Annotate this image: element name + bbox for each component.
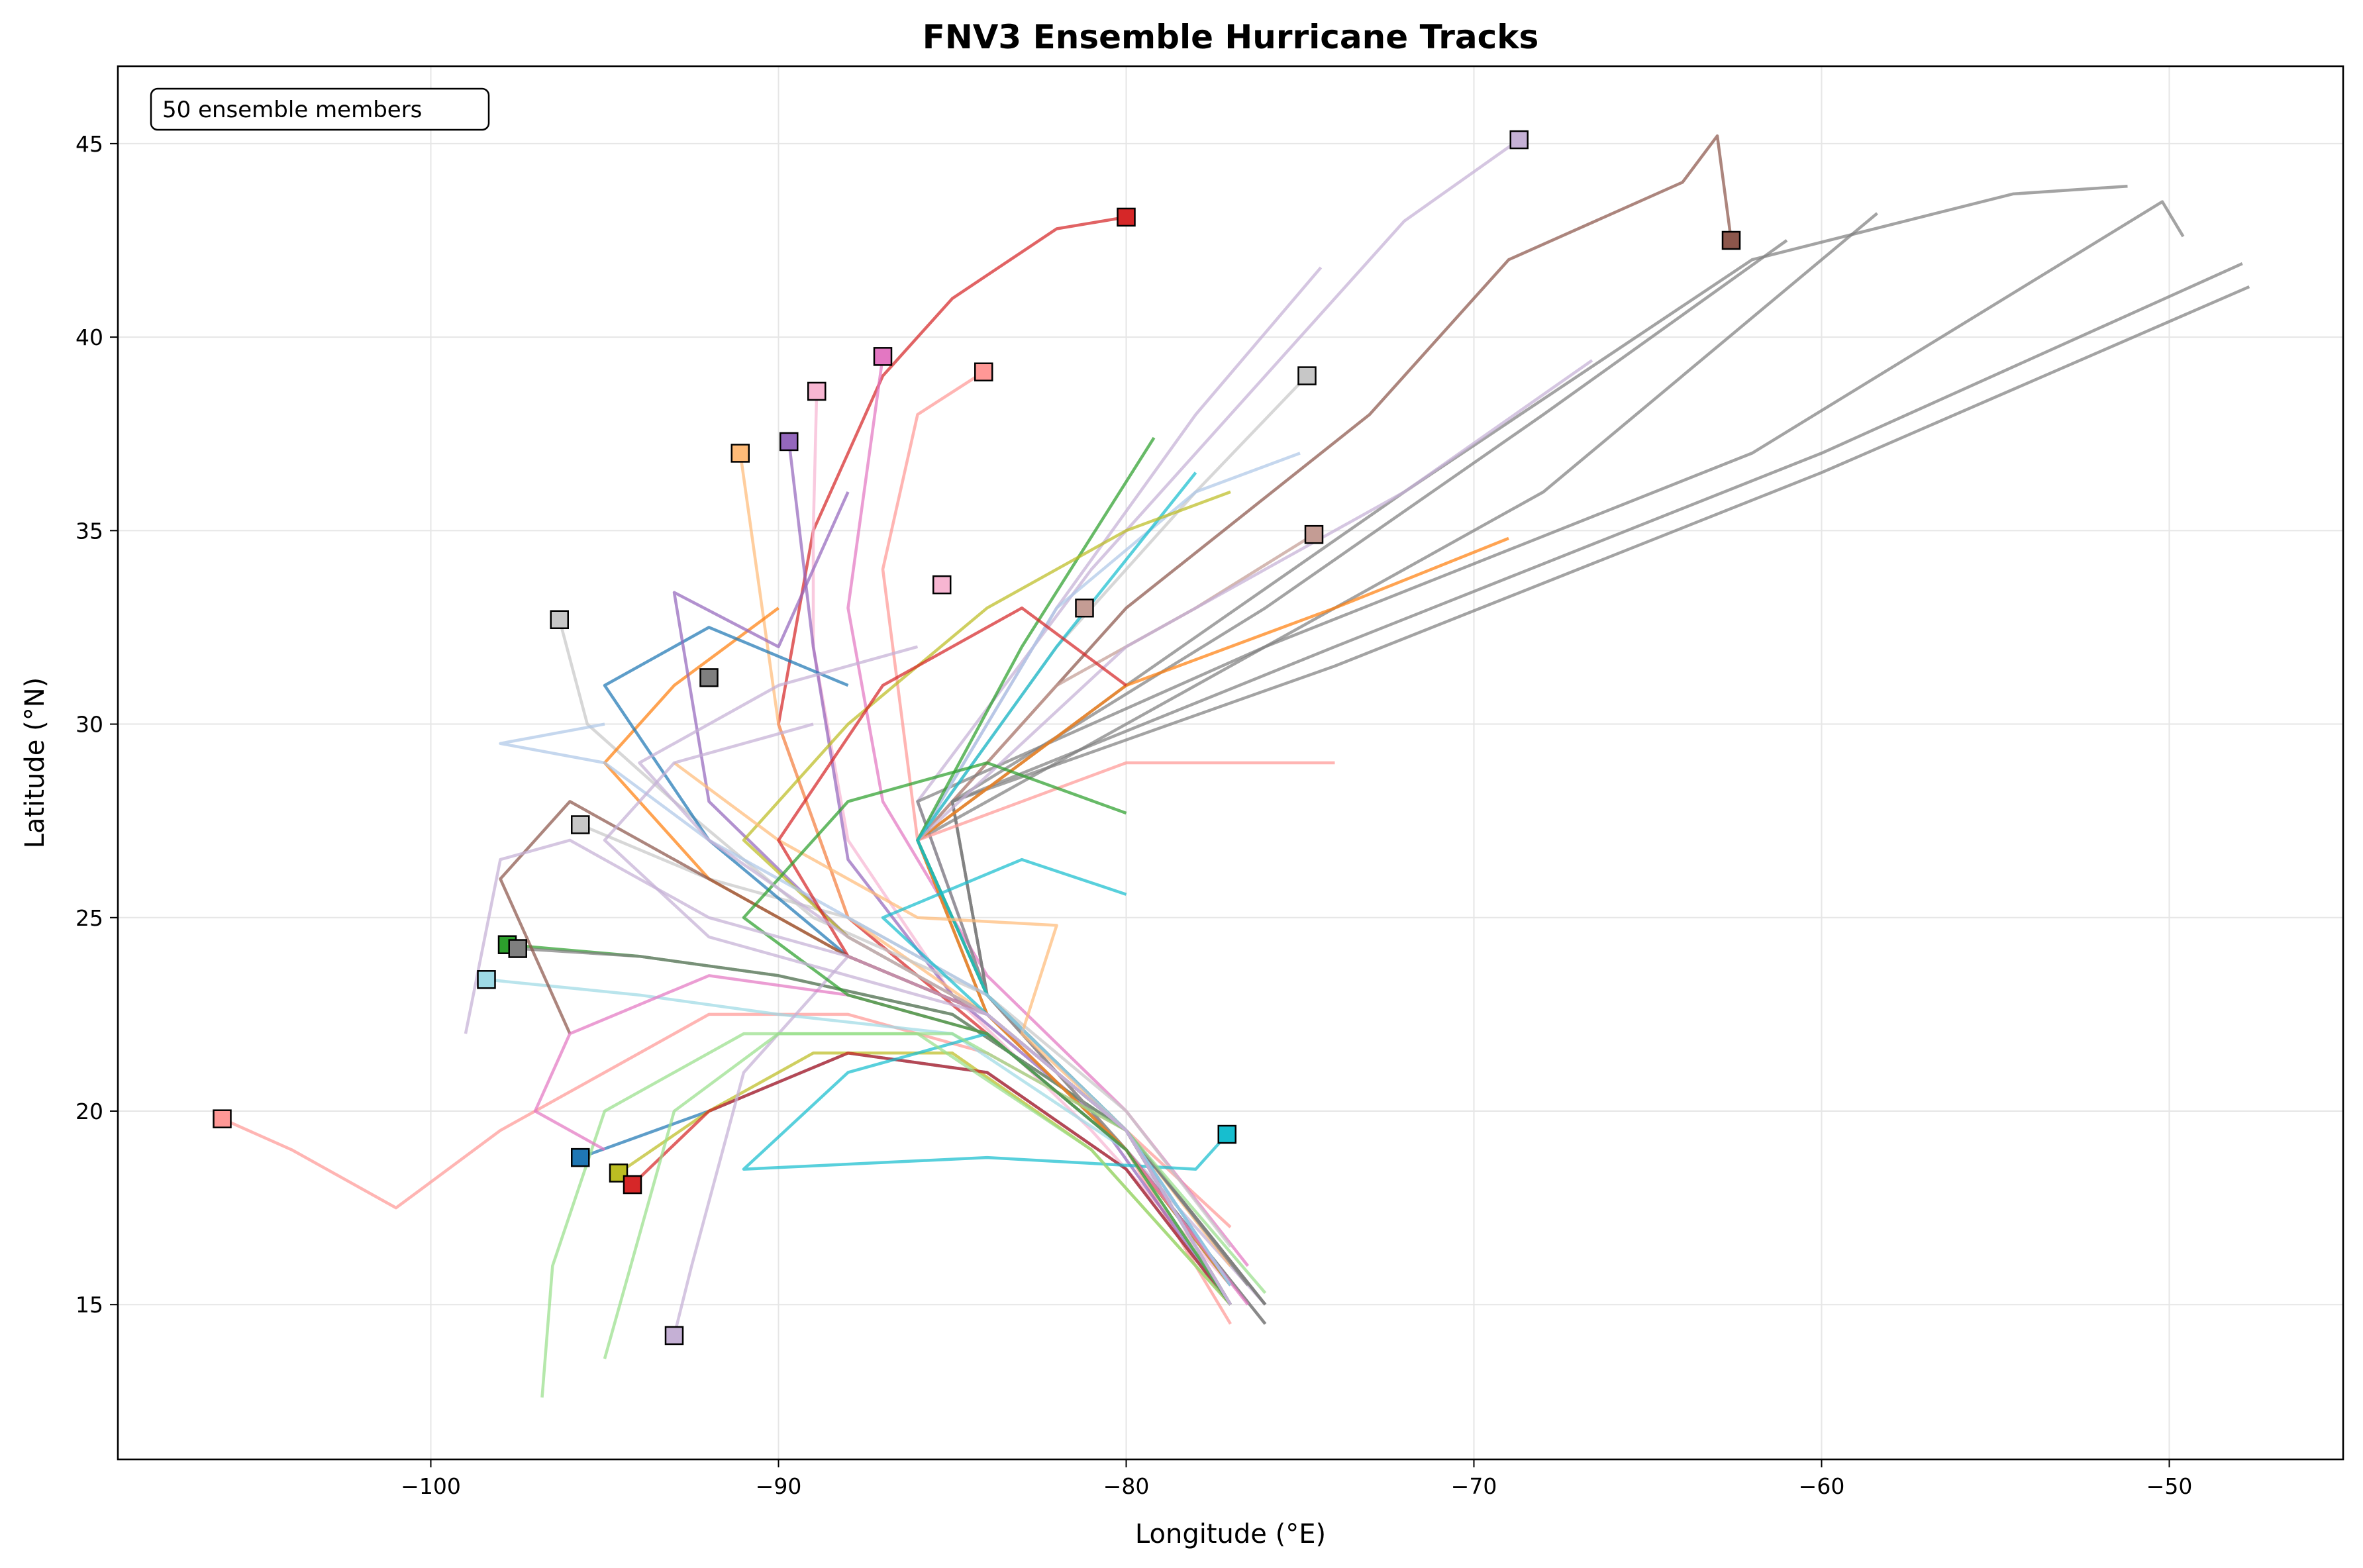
end-marker-10 [550, 610, 569, 630]
plot-area [213, 130, 2250, 1398]
end-marker-6 [873, 347, 893, 366]
end-marker-5 [807, 381, 827, 401]
track-line-36 [603, 1032, 1267, 1359]
x-tick-label: −100 [401, 1473, 461, 1499]
end-marker-3 [1721, 230, 1741, 250]
annotation-frame [150, 87, 490, 131]
y-axis-ticks: 15 20 25 30 35 40 45 [75, 131, 118, 1318]
x-tick-label: −80 [1103, 1473, 1150, 1499]
x-tick-label: −60 [1799, 1473, 1845, 1499]
x-tick-label: −50 [2146, 1473, 2193, 1499]
y-axis-label: Latitude (°N) [20, 677, 50, 848]
x-axis-ticks: −100 −90 −80 −70 −60 −50 [401, 1459, 2192, 1499]
track-line-35 [540, 1032, 1232, 1398]
y-tick-label: 40 [75, 324, 103, 350]
x-axis-label: Longitude (°E) [1135, 1519, 1326, 1549]
end-marker-2 [1117, 207, 1136, 227]
end-marker-23 [932, 575, 952, 595]
track-line-50 [603, 722, 1232, 1306]
end-marker-7 [974, 362, 993, 381]
end-marker-9 [730, 444, 750, 463]
y-tick-label: 15 [75, 1292, 103, 1318]
x-tick-label: −90 [756, 1473, 802, 1499]
track-line-24 [916, 200, 2185, 1325]
end-marker-13 [508, 939, 527, 958]
end-marker-21 [1297, 366, 1317, 385]
x-tick-label: −70 [1451, 1473, 1497, 1499]
track-line-46 [742, 761, 1232, 1306]
track-line-17 [631, 1052, 1232, 1306]
end-marker-19 [1217, 1124, 1236, 1144]
y-tick-label: 30 [75, 712, 103, 738]
annotation-box: 50 ensemble members [150, 87, 490, 131]
end-marker-15 [571, 1148, 590, 1167]
track-end-markers [213, 130, 1741, 1346]
y-tick-label: 35 [75, 518, 103, 544]
grid [118, 66, 2343, 1459]
end-marker-17 [623, 1175, 642, 1195]
end-marker-8 [779, 432, 799, 452]
end-marker-24 [699, 668, 719, 687]
y-tick-label: 45 [75, 131, 103, 157]
end-marker-4 [1509, 130, 1529, 150]
end-marker-18 [664, 1326, 684, 1346]
end-marker-14 [477, 970, 496, 989]
end-marker-22 [1075, 598, 1094, 618]
end-marker-11 [571, 815, 590, 834]
end-marker-1 [213, 1109, 232, 1128]
end-marker-20 [1304, 524, 1324, 544]
track-lines [221, 134, 2250, 1398]
chart-title: FNV3 Ensemble Hurricane Tracks [923, 18, 1539, 56]
annotation-text: 50 ensemble members [162, 97, 422, 123]
y-tick-label: 20 [75, 1099, 103, 1124]
track-line-5 [811, 391, 1232, 1287]
y-tick-label: 25 [75, 905, 103, 931]
plot-frame [117, 65, 2344, 1461]
track-line-10 [558, 619, 1232, 1248]
